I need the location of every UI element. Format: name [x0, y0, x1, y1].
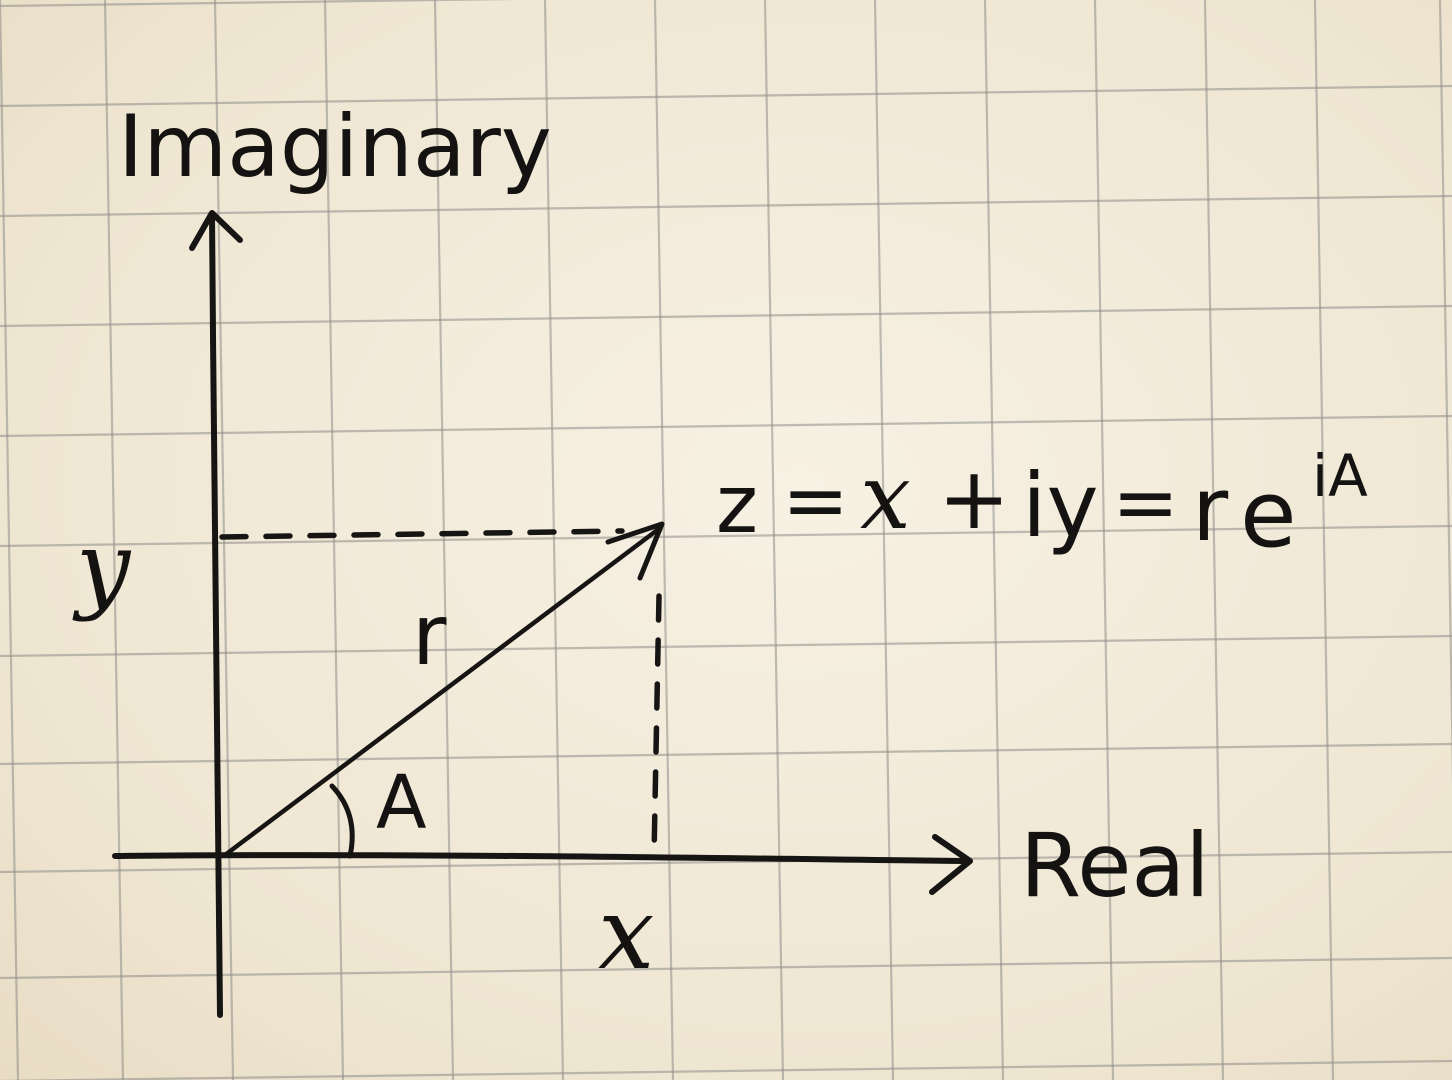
grid-line-vertical [763, 0, 785, 1080]
real-axis-arrowhead [929, 834, 973, 895]
grid-line-vertical [1313, 0, 1335, 1080]
grid-line-vertical [983, 0, 1005, 1080]
imaginary-axis [189, 210, 243, 1018]
x-coordinate-label: x [598, 875, 654, 992]
equation-equals-1: = [782, 454, 849, 547]
grid-line-vertical [1438, 0, 1452, 787]
equation-plus: + [938, 449, 1010, 549]
dashed-line-to-x [651, 593, 662, 859]
grid-line-horizontal [0, 742, 1452, 766]
grid-line-vertical [1093, 0, 1115, 1080]
dashed-line-to-y [219, 528, 625, 540]
grid-line-horizontal [0, 414, 1452, 438]
grid-line-horizontal [0, 304, 1452, 328]
grid-line-vertical [873, 0, 895, 1080]
grid-line-vertical [103, 0, 125, 1080]
equation-z: z [716, 458, 758, 551]
equation-x-term: x [860, 445, 911, 550]
angle-label: A [376, 760, 427, 846]
imaginary-axis-arrowhead [189, 210, 243, 251]
grid-line-vertical [0, 0, 20, 1080]
grid-line-horizontal [0, 0, 516, 8]
magnitude-label: r [412, 586, 447, 684]
grid-line-horizontal [0, 194, 1452, 218]
grid-line-vertical [543, 0, 565, 1080]
real-axis [112, 834, 973, 895]
grid-line-vertical [653, 0, 675, 1080]
grid-line-horizontal [0, 524, 1452, 548]
grid-line-horizontal [0, 850, 1452, 874]
grid-line-horizontal [0, 956, 1452, 980]
grid-line-vertical [213, 0, 235, 1080]
vector-r [222, 521, 665, 858]
equation-e-term: e [1240, 461, 1297, 568]
polar-form-equation: z = x + iy = r e iA [716, 442, 1368, 568]
grid-line-horizontal [0, 84, 1452, 108]
equation-equals-2: = [1112, 456, 1179, 549]
grid-line-vertical [1203, 0, 1225, 1080]
real-axis-label: Real [1020, 814, 1210, 917]
imaginary-axis-label: Imaginary [118, 97, 552, 197]
y-coordinate-label: y [72, 511, 132, 623]
equation-iy-term: iy [1022, 454, 1099, 557]
vector-arrowhead [605, 521, 665, 581]
grid-line-horizontal [0, 634, 1452, 658]
grid-line-vertical [323, 0, 345, 1080]
grid-line-horizontal [0, 1059, 1452, 1080]
equation-r-term: r [1192, 458, 1229, 561]
equation-exponent: iA [1312, 442, 1368, 510]
angle-arc [329, 783, 355, 859]
